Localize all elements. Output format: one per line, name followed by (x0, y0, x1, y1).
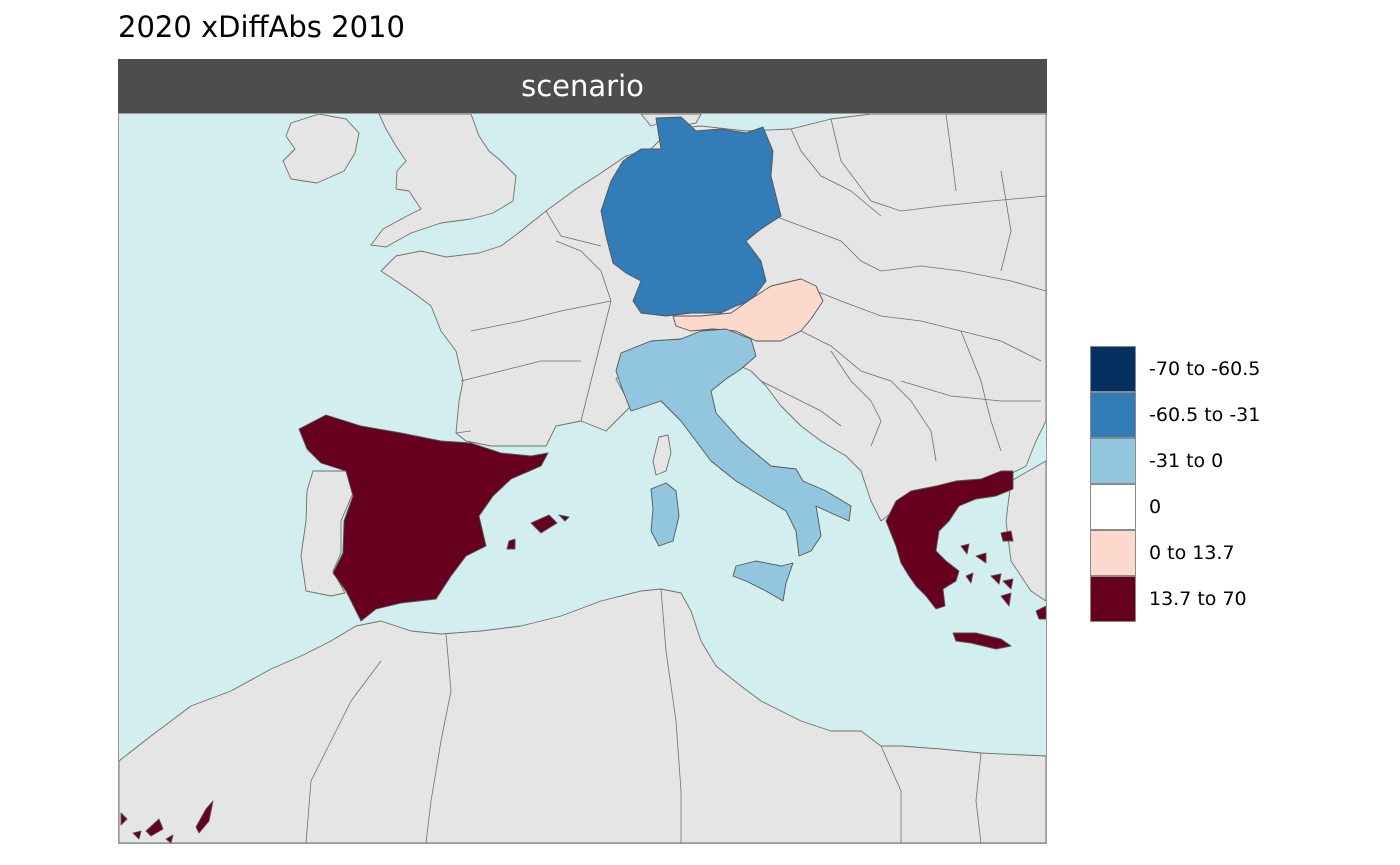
legend-item: 0 (1090, 484, 1390, 530)
legend-swatch (1090, 392, 1136, 438)
legend-label: 0 to 13.7 (1149, 542, 1235, 564)
land-ireland (282, 114, 360, 184)
legend: -70 to -60.5 -60.5 to -31 -31 to 0 0 0 t… (1090, 346, 1390, 622)
land-corsica (652, 434, 672, 476)
facet-strip: scenario (118, 59, 1047, 113)
legend-label: 0 (1149, 496, 1162, 518)
legend-item: -70 to -60.5 (1090, 346, 1390, 392)
land-turkey (1005, 460, 1046, 602)
region-italy-sicily (732, 560, 794, 602)
legend-swatch (1090, 484, 1136, 530)
land-great-britain (370, 114, 517, 248)
legend-swatch (1090, 346, 1136, 392)
region-germany (600, 116, 782, 317)
legend-item: -60.5 to -31 (1090, 392, 1390, 438)
region-spain-balearics (506, 514, 570, 550)
region-spain-canaries (120, 800, 214, 843)
legend-item: 13.7 to 70 (1090, 576, 1390, 622)
legend-item: 0 to 13.7 (1090, 530, 1390, 576)
region-spain (298, 414, 549, 622)
region-greece (885, 470, 1014, 610)
region-greece-crete (952, 530, 1046, 650)
region-austria (672, 278, 824, 342)
legend-label: -60.5 to -31 (1149, 404, 1261, 426)
land-north-africa (119, 588, 1046, 843)
region-italy (615, 328, 852, 557)
map-svg (119, 114, 1046, 843)
map-panel: scenario (118, 59, 1047, 844)
chart-title: 2020 xDiffAbs 2010 (118, 10, 405, 44)
legend-swatch (1090, 438, 1136, 484)
map-area (118, 113, 1047, 844)
legend-swatch (1090, 530, 1136, 576)
borders-north-africa (305, 588, 982, 843)
legend-label: -70 to -60.5 (1149, 358, 1261, 380)
legend-label: 13.7 to 70 (1149, 588, 1247, 610)
legend-label: -31 to 0 (1149, 450, 1224, 472)
legend-item: -31 to 0 (1090, 438, 1390, 484)
region-italy-sardinia (650, 482, 680, 547)
legend-swatch (1090, 576, 1136, 622)
